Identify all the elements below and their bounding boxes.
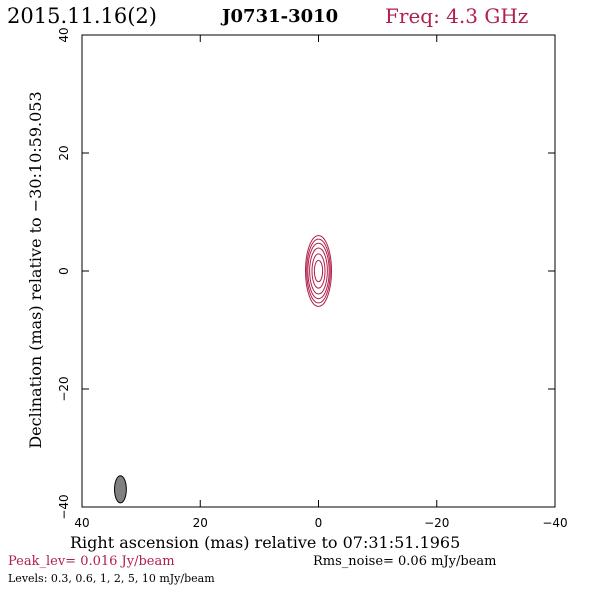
peak-level: Peak_lev= 0.016 Jy/beam <box>8 554 175 569</box>
x-axis-label: Right ascension (mas) relative to 07:31:… <box>70 533 461 552</box>
beam-ellipse <box>114 475 127 504</box>
contour-level-1 <box>307 242 330 300</box>
contour-level-0.3 <box>304 235 333 307</box>
y-tick-labels: −40 −20 0 20 40 <box>57 27 71 519</box>
rms-noise: Rms_noise= 0.06 mJy/beam <box>313 554 497 569</box>
y-tick-label: 20 <box>57 145 71 160</box>
contour-level-2 <box>309 247 328 295</box>
contour-levels: Levels: 0.3, 0.6, 1, 2, 5, 10 mJy/beam <box>8 572 215 585</box>
observation-date: 2015.11.16(2) <box>7 4 157 28</box>
y-tick-label: −40 <box>57 494 71 519</box>
x-tick-label: 40 <box>74 516 89 530</box>
x-tick-label: −20 <box>424 516 449 530</box>
x-tick-label: −40 <box>542 516 567 530</box>
plot-frame <box>81 34 556 508</box>
source-name: J0731-3010 <box>222 6 339 27</box>
y-tick-label: 40 <box>57 27 71 42</box>
axis-ticks <box>81 34 556 508</box>
contour-level-5 <box>311 253 326 289</box>
contour-group <box>304 235 333 307</box>
contour-level-0.6 <box>306 238 331 304</box>
y-axis-label: Declination (mas) relative to −30:10:59.… <box>26 91 45 449</box>
y-tick-label: −20 <box>57 376 71 401</box>
y-tick-label: 0 <box>57 267 71 275</box>
frequency-label: Freq: 4.3 GHz <box>385 4 529 28</box>
x-tick-label: 20 <box>193 516 208 530</box>
x-tick-labels: 40 20 0 −20 −40 <box>74 516 567 530</box>
x-tick-label: 0 <box>315 516 323 530</box>
contour-level-10 <box>313 259 324 283</box>
